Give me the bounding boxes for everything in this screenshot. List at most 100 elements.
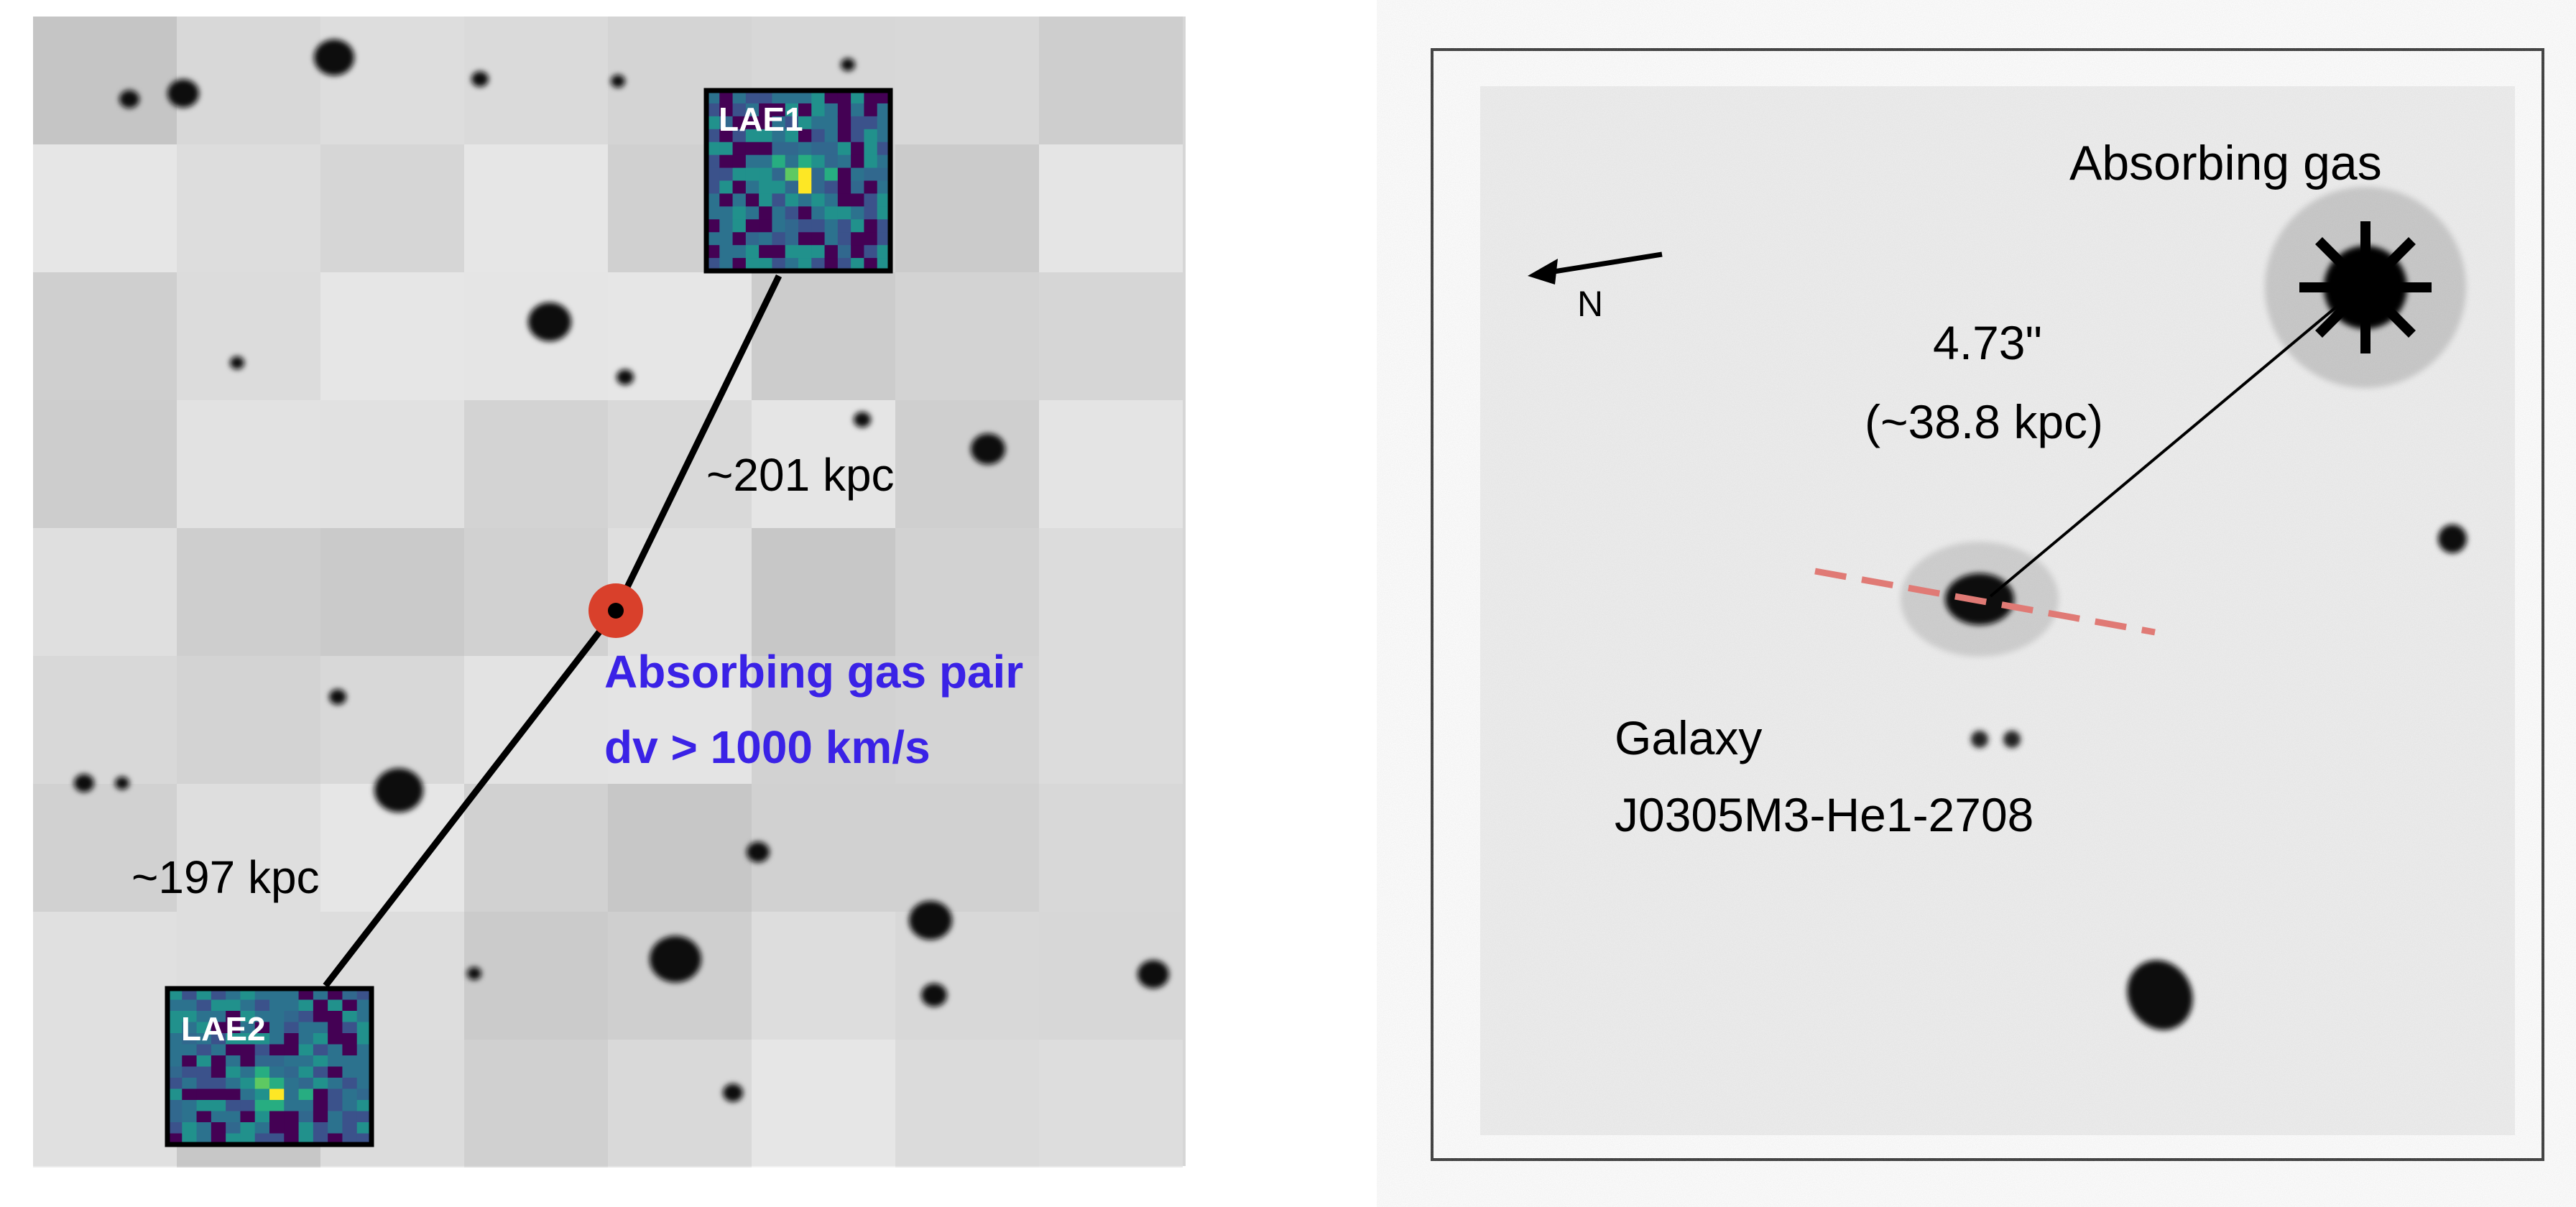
inset-pixel [824,116,839,130]
inset-pixel [864,91,878,104]
inset-pixel [877,91,891,104]
inset-pixel [719,129,734,143]
source [471,71,489,87]
inset-pixel [196,1111,212,1123]
sources [74,39,1169,1102]
inset-pixel [719,193,734,207]
inset-pixel [269,1088,285,1101]
inset-pixel [356,1033,372,1045]
inset-pixel [877,129,891,143]
inset-pixel [356,1078,372,1089]
inset-pixel [824,245,839,259]
tile [895,17,1039,144]
tile [895,400,1039,528]
inset-pixel [328,1078,343,1089]
inset-pixel [732,206,747,220]
inset-pixel [342,1111,358,1123]
inset-pixel [342,1066,358,1078]
tile [1039,656,1183,784]
inset-pixel [719,103,734,117]
inset-pixel [837,167,851,181]
inset-pixel [785,193,799,207]
inset-pixel [837,219,851,233]
tile [177,656,320,784]
inset-pixel [877,258,891,272]
inset-pixel [313,1022,328,1034]
inset-pixel [284,1011,300,1022]
tile [608,784,752,912]
inset-pixel [167,1100,183,1111]
inset-pixel [785,116,799,130]
compass-arrowhead [1528,259,1558,285]
inset-pixel [798,180,812,194]
inset-pixel [211,1100,226,1111]
inset-pixel [851,180,864,194]
distance-label: ~201 kpc [706,449,895,501]
inset-pixel [284,1066,300,1078]
inset-pixel [254,1100,270,1111]
inset-pixel [254,1066,270,1078]
inset-pixel [342,1022,358,1034]
inset-pixel [811,167,826,181]
inset-pixel [211,1022,226,1034]
inset-pixel [240,1022,256,1034]
tile [33,912,177,1040]
inset-pixel [706,258,720,272]
inset-pixel [284,1044,300,1056]
inset-pixel [824,142,839,156]
inset-pixel [196,989,212,1000]
separation-line [1989,300,2344,598]
tile [752,272,895,400]
inset-pixel [254,1078,270,1089]
inset-pixel [732,180,747,194]
left-panel: LAE1 LAE2 ~201 kpc ~197 kpc Absorbing ga… [33,17,1186,1167]
inset-pixel [240,1088,256,1101]
inset-pixel [240,999,256,1012]
inset-pixel [182,1044,198,1056]
inset-pixel [356,1111,372,1123]
inset-pixel [785,154,799,169]
inset-pixel [811,142,826,156]
inset-pixel [269,1022,285,1034]
inset-pixel [759,167,772,181]
inset-pixel [851,206,864,220]
inset-pixel [706,219,720,233]
source [854,412,871,427]
inset-pixel [298,1022,314,1034]
inset-pixel [811,91,826,104]
inset-pixel [226,999,241,1012]
distance-label: ~197 kpc [131,851,320,903]
inset-pixel [798,232,812,246]
source [115,777,129,790]
separation-label: 4.73" [1933,316,2042,369]
inset-pixel [269,1066,285,1078]
source [467,967,481,980]
inset-pixel [313,1066,328,1078]
inset-pixel [811,258,826,272]
inset-pixel [719,142,734,156]
inset-pixel [269,1044,285,1056]
inset-pixel [254,1011,270,1022]
inset-pixel [328,1066,343,1078]
inset-pixel [719,154,734,169]
inset-pixel [328,989,343,1000]
inset-pixel [759,232,772,246]
tile [608,656,752,784]
source [119,90,139,108]
inset-pixel [824,154,839,169]
absorber-center [608,603,624,619]
inset-pixel [226,1055,241,1067]
inset-pixel [719,219,734,233]
inset-pixel [342,1088,358,1101]
inset-label: LAE2 [181,1010,266,1048]
galaxy-label: Galaxy [1615,711,1762,764]
inset-pixel [811,219,826,233]
inset-pixel [877,116,891,130]
tile [464,400,608,528]
inset-pixel [706,232,720,246]
inset-pixel [864,167,878,181]
inset-pixel [269,1033,285,1045]
inset-pixel [269,1055,285,1067]
inset-pixel [772,193,786,207]
source [314,39,354,76]
